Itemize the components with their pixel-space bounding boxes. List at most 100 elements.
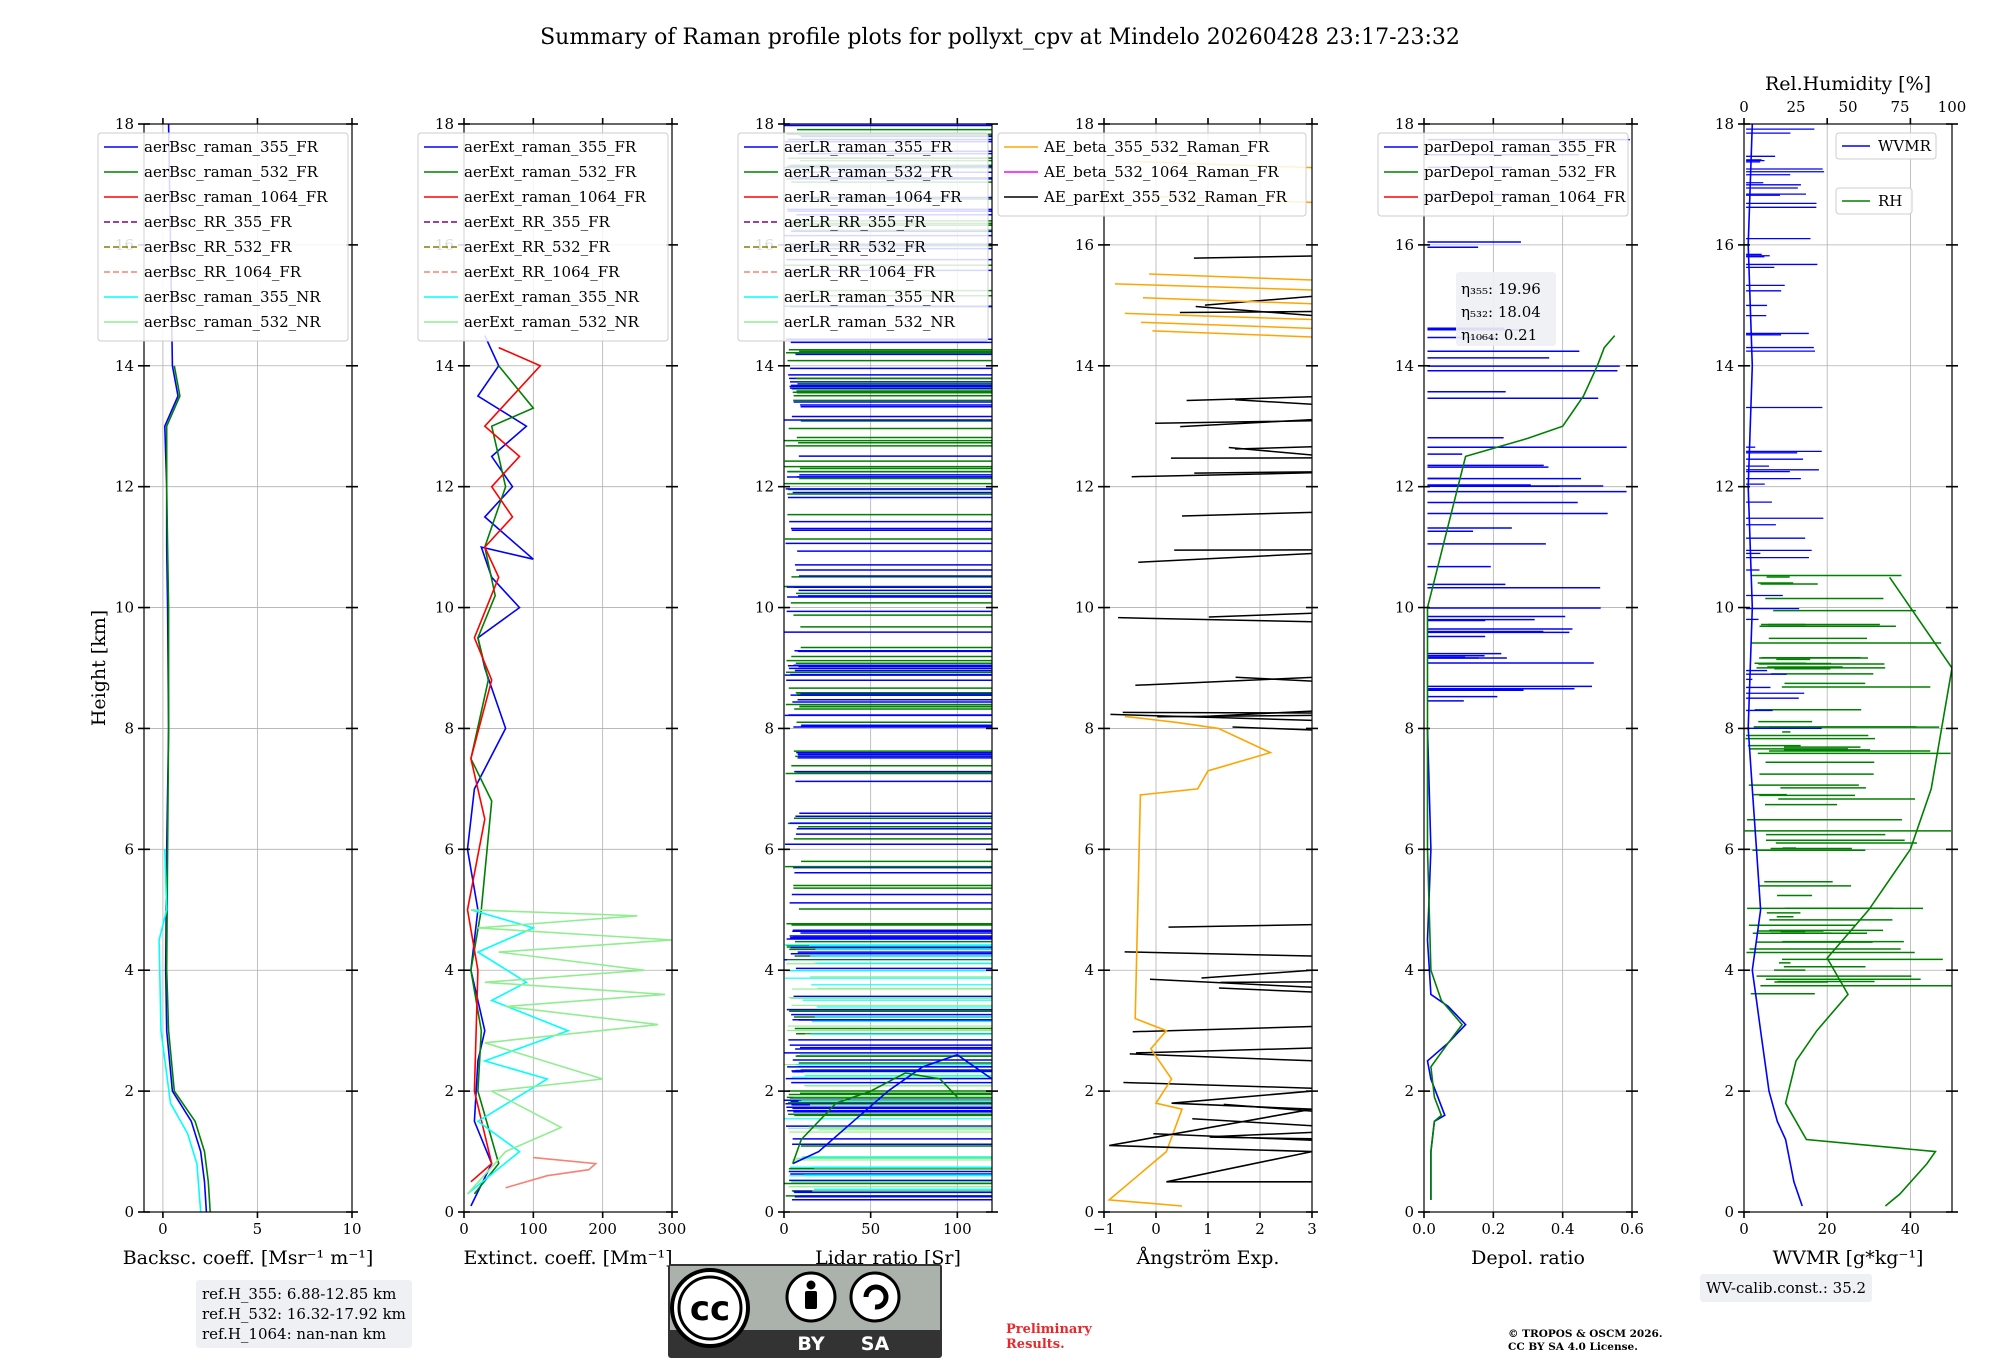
x-tick-label: −1: [1093, 1220, 1115, 1238]
x2-tick-label: 100: [1938, 98, 1967, 116]
cc-logo-text: cc: [690, 1289, 730, 1329]
ae-beta-line: [1149, 273, 1312, 281]
y-tick-label: 8: [764, 719, 774, 737]
ae-parext-line: [1192, 1118, 1312, 1127]
ae-parext-line: [1220, 981, 1312, 984]
wv-calib-box: WV-calib.const.: 35.2: [1700, 1274, 1873, 1302]
x-tick-label: 2: [1255, 1220, 1265, 1238]
legend-box: [1835, 187, 1913, 215]
ae-parext-line: [1123, 1081, 1312, 1089]
y-tick-label: 14: [115, 357, 134, 375]
y-tick-label: 6: [1404, 840, 1414, 858]
legend-label: aerExt_RR_1064_FR: [464, 263, 620, 281]
y-tick-label: 6: [1724, 840, 1734, 858]
ae-parext-line: [1228, 446, 1312, 456]
axes-frame: [783, 123, 993, 1213]
ae-parext-line: [1124, 951, 1312, 957]
y-tick-label: 14: [435, 357, 454, 375]
y-tick-label: 8: [444, 719, 454, 737]
ae-parext-line: [1181, 511, 1312, 517]
ae-parext-line: [1212, 1131, 1312, 1138]
legend-box: [1377, 132, 1629, 217]
x-tick-label: 0: [158, 1220, 168, 1238]
y-tick-label: 0: [124, 1203, 134, 1221]
panel-depol: 0 2 4 6 8 10 12 14 16 18 0.0 0.2 0.4 0.6 Depol. ratio p…: [1377, 115, 1644, 1269]
legend-label: parDepol_raman_1064_FR: [1424, 188, 1626, 206]
ae-parext-line: [1194, 471, 1312, 474]
y-tick-label: 14: [1075, 357, 1094, 375]
x-axis-label: Depol. ratio: [1471, 1247, 1585, 1269]
y-tick-label: 0: [764, 1203, 774, 1221]
plot-area-ext: [466, 335, 672, 1207]
series-aerExt_raman_1064_FR: [466, 346, 542, 1183]
y-tick-label: 6: [1084, 840, 1094, 858]
legend-label: aerLR_raman_532_NR: [784, 313, 955, 331]
ae-parext-line: [1149, 978, 1312, 989]
ae-beta-line: [1142, 297, 1312, 305]
y-tick-label: 2: [764, 1082, 774, 1100]
panel-bsc: 0246810121416180510Backsc. coeff. [Msr⁻¹…: [88, 115, 373, 1269]
ae-parext-line: [1131, 472, 1312, 478]
y-tick-label: 0: [1724, 1203, 1734, 1221]
x-tick-label: 5: [253, 1220, 263, 1238]
ae-parext-line: [1179, 310, 1312, 314]
y-tick-label: 6: [444, 840, 454, 858]
legend-label: aerExt_raman_1064_FR: [464, 188, 646, 206]
cc-license-badge: cc BY SA: [668, 1264, 942, 1358]
y-tick-label: 6: [124, 840, 134, 858]
y-tick-label: 2: [1404, 1082, 1414, 1100]
ae-parext-line: [1232, 726, 1312, 731]
ae-parext-line: [1138, 552, 1312, 564]
legend-label: RH: [1878, 192, 1902, 210]
y-tick-label: 12: [1075, 478, 1094, 496]
y-tick-label: 2: [1084, 1082, 1094, 1100]
ref-line-1064: ref.H_1064: nan-nan km: [202, 1325, 387, 1343]
ae-parext-line: [1204, 295, 1312, 306]
legend-box: [737, 132, 989, 342]
eta-label: η₃₅₅: 19.96: [1461, 280, 1541, 298]
x-tick-label: 0: [1151, 1220, 1161, 1238]
series-aerLR_raman_532_FR: [791, 1072, 958, 1164]
y-tick-label: 10: [1075, 599, 1094, 617]
ae-parext-line: [1218, 987, 1312, 993]
x-tick-label: 100: [943, 1220, 972, 1238]
ae-parext-line: [1201, 969, 1312, 979]
x-tick-label: 1: [1203, 1220, 1213, 1238]
ae-parext-line: [1135, 676, 1312, 687]
y-tick-label: 4: [1724, 961, 1734, 979]
y-tick-label: 12: [115, 478, 134, 496]
legend-label: aerLR_raman_1064_FR: [784, 188, 962, 206]
axes-frame: [143, 123, 353, 1213]
ae-beta-line: [1114, 283, 1312, 291]
y-tick-label: 4: [1084, 961, 1094, 979]
reference-height-box: ref.H_355: 6.88-12.85 km ref.H_532: 16.3…: [196, 1280, 412, 1348]
axes-frame: [463, 123, 673, 1213]
x-tick-label: 10: [342, 1220, 361, 1238]
x-tick-label: 200: [588, 1220, 617, 1238]
legend-label: WVMR: [1878, 137, 1932, 155]
legend-label: aerExt_RR_532_FR: [464, 238, 611, 256]
legend-label: aerBsc_RR_532_FR: [144, 238, 292, 256]
ae-parext-line: [1195, 305, 1312, 317]
eta-box: [1456, 272, 1556, 346]
y-tick-label: 8: [1404, 719, 1414, 737]
legend-label: aerExt_raman_355_NR: [464, 288, 640, 306]
ae-parext-line: [1186, 396, 1312, 402]
preliminary-note: Preliminary Results.: [1006, 1322, 1092, 1352]
panel-lr: 024681012141618050100Lidar ratio [Sr]aer…: [737, 115, 998, 1269]
legend-box: [97, 132, 349, 342]
series-aerExt_RR_1064_FR: [505, 1156, 598, 1189]
ae-parext-line: [1135, 1047, 1312, 1054]
ae-parext-line: [1208, 612, 1312, 618]
ref-line-355: ref.H_355: 6.88-12.85 km: [202, 1285, 397, 1303]
ref-line-532: ref.H_532: 16.32-17.92 km: [202, 1305, 406, 1323]
ae-parext-line: [1209, 1136, 1312, 1140]
y-tick-label: 10: [1715, 599, 1734, 617]
y-tick-label: 6: [764, 840, 774, 858]
x-tick-label: 3: [1307, 1220, 1317, 1238]
series-aerExt_raman_355_NR: [466, 909, 571, 1195]
preliminary-line-2: Results.: [1006, 1337, 1065, 1352]
y-tick-label: 18: [1075, 115, 1094, 133]
